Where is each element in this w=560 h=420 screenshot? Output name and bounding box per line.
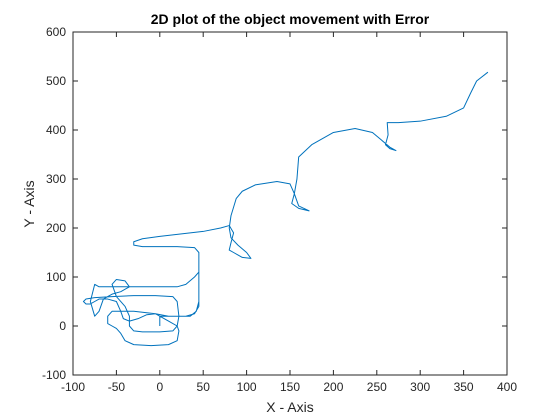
y-tick-label: 600 (46, 25, 66, 39)
x-tick-label: 400 (497, 380, 517, 394)
y-tick-label: 200 (46, 221, 66, 235)
y-tick-label: 500 (46, 74, 66, 88)
x-tick-label: -50 (108, 380, 126, 394)
plot-area (72, 31, 508, 376)
chart-title: 2D plot of the object movement with Erro… (151, 11, 430, 27)
x-tick-label: 350 (454, 380, 474, 394)
x-tick-label: 200 (323, 380, 343, 394)
y-axis: -100 0 100 200 300 400 500 600 (42, 25, 507, 382)
x-axis-label: X - Axis (266, 399, 313, 415)
x-tick-label: 150 (280, 380, 300, 394)
y-tick-label: -100 (42, 368, 66, 382)
x-tick-label: 250 (367, 380, 387, 394)
y-axis-label: Y - Axis (21, 180, 37, 227)
x-tick-label: 50 (197, 380, 211, 394)
x-tick-label: 0 (156, 380, 163, 394)
y-tick-label: 0 (59, 319, 66, 333)
y-tick-label: 300 (46, 172, 66, 186)
x-axis: -100 -50 0 50 100 150 200 250 300 350 400 (61, 32, 517, 394)
x-tick-label: 300 (410, 380, 430, 394)
series-line (82, 71, 489, 347)
series-layer (82, 71, 489, 347)
x-tick-label: -100 (61, 380, 85, 394)
y-tick-label: 400 (46, 123, 66, 137)
x-tick-label: 100 (237, 380, 257, 394)
y-tick-label: 100 (46, 270, 66, 284)
